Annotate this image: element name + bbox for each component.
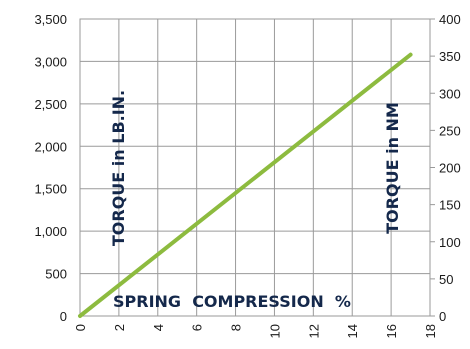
y-left-tick-label: 3,000 (34, 54, 67, 69)
y-right-tick-label: 0 (439, 309, 446, 324)
y-left-axis-label: TORQUE in LB.IN. (109, 90, 128, 246)
y-left-tick-label: 0 (60, 309, 67, 324)
y-right-tick-label: 250 (439, 123, 461, 138)
y-left-tick-label: 3,500 (34, 12, 67, 27)
plot-frame (79, 18, 431, 317)
x-axis-label: SPRING COMPRESSION % (113, 292, 351, 311)
y-right-tick-label: 300 (439, 86, 461, 101)
y-right-tick-label: 350 (439, 49, 461, 64)
x-tick-label: 16 (384, 324, 399, 338)
grid-lines (79, 18, 431, 317)
y-left-tick-labels: 0 500 1,000 1,500 2,000 2,500 3,000 3,500 (34, 12, 67, 324)
x-tick-label: 10 (267, 324, 282, 338)
y-left-tick-label: 500 (45, 267, 67, 282)
x-tick-label: 0 (73, 324, 88, 331)
y-right-axis-label: TORQUE in NM (383, 102, 402, 234)
x-tick-labels: 0 2 4 6 8 10 12 14 16 18 (73, 324, 438, 338)
y-right-tick-label: 200 (439, 161, 461, 176)
x-tick-label: 8 (229, 324, 244, 331)
series-line-torque (78, 52, 413, 318)
y-right-tick-label: 400 (439, 12, 461, 27)
x-tick-label: 18 (423, 324, 438, 338)
y-left-tick-label: 1,000 (34, 224, 67, 239)
y-right-tick-label: 100 (439, 235, 461, 250)
series-layer (78, 52, 413, 318)
x-tick-label: 4 (151, 324, 166, 331)
y-right-tick-label: 50 (439, 272, 453, 287)
x-tick-label: 2 (112, 324, 127, 331)
y-left-tick-label: 2,500 (34, 97, 67, 112)
y-right-tick-label: 150 (439, 198, 461, 213)
y-right-tick-labels: 0 50 100 150 200 250 300 350 400 (430, 12, 461, 324)
x-tick-label: 14 (345, 324, 360, 338)
x-tick-label: 6 (190, 324, 205, 331)
x-tick-label: 12 (306, 324, 321, 338)
y-left-tick-label: 2,000 (34, 139, 67, 154)
y-left-tick-label: 1,500 (34, 182, 67, 197)
